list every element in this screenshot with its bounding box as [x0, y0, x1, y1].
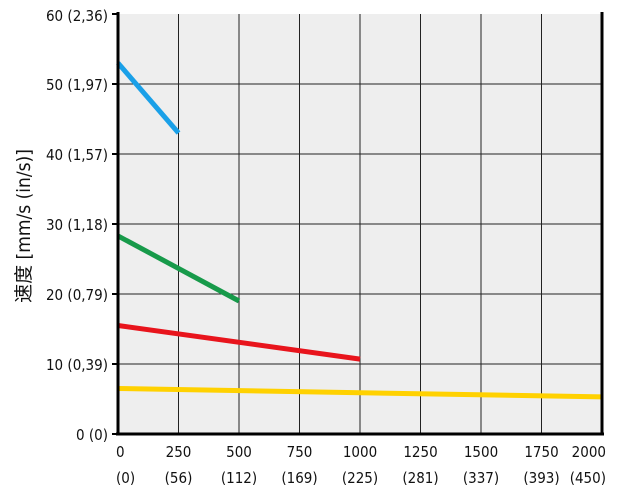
y-tick-label: 0 (0)	[76, 426, 108, 444]
y-axis-label: 速度 [mm/s (in/s)]	[13, 149, 35, 303]
x-tick-label: 1000	[343, 443, 377, 461]
x-tick-sublabel: (225)	[342, 469, 378, 487]
x-tick-sublabel: (112)	[221, 469, 257, 487]
series-line-1	[116, 61, 181, 135]
y-tick-label: 60 (2,36)	[46, 7, 108, 25]
grid-lines	[118, 14, 602, 434]
x-tick-sublabel: (169)	[281, 469, 317, 487]
series-line-2	[116, 233, 241, 304]
series-line-3	[117, 323, 361, 362]
y-tick-label: 40 (1,57)	[46, 146, 108, 164]
y-tick-label: 20 (0,79)	[46, 286, 108, 304]
x-tick-label: 1250	[403, 443, 437, 461]
x-tick-sublabel: (0)	[116, 469, 135, 487]
x-tick-label: 1500	[464, 443, 498, 461]
x-tick-sublabel: (56)	[165, 469, 193, 487]
x-tick-sublabel: (337)	[463, 469, 499, 487]
axes	[112, 12, 604, 436]
y-tick-label: 10 (0,39)	[46, 356, 108, 374]
series-line-4	[117, 386, 603, 400]
y-tick-labels: 0 (0) 10 (0,39) 20 (0,79) 30 (1,18) 40 (1,57…	[46, 7, 108, 444]
x-tick-labels: 0 (0) 250 (56) 500 (112) 750 (169) 1000 (225) 1250…	[116, 443, 606, 487]
y-tick-label: 50 (1,97)	[46, 76, 108, 94]
x-tick-label: 750	[287, 443, 313, 461]
data-series	[116, 61, 603, 400]
x-tick-sublabel: (281)	[402, 469, 438, 487]
x-tick-label: 0	[116, 443, 125, 461]
x-tick-sublabel: (393)	[523, 469, 559, 487]
x-tick-sublabel: (450)	[570, 469, 606, 487]
x-tick-label: 2000	[572, 443, 606, 461]
x-tick-label: 1750	[524, 443, 558, 461]
y-tick-label: 30 (1,18)	[46, 216, 108, 234]
x-tick-label: 500	[226, 443, 252, 461]
x-tick-label: 250	[166, 443, 192, 461]
